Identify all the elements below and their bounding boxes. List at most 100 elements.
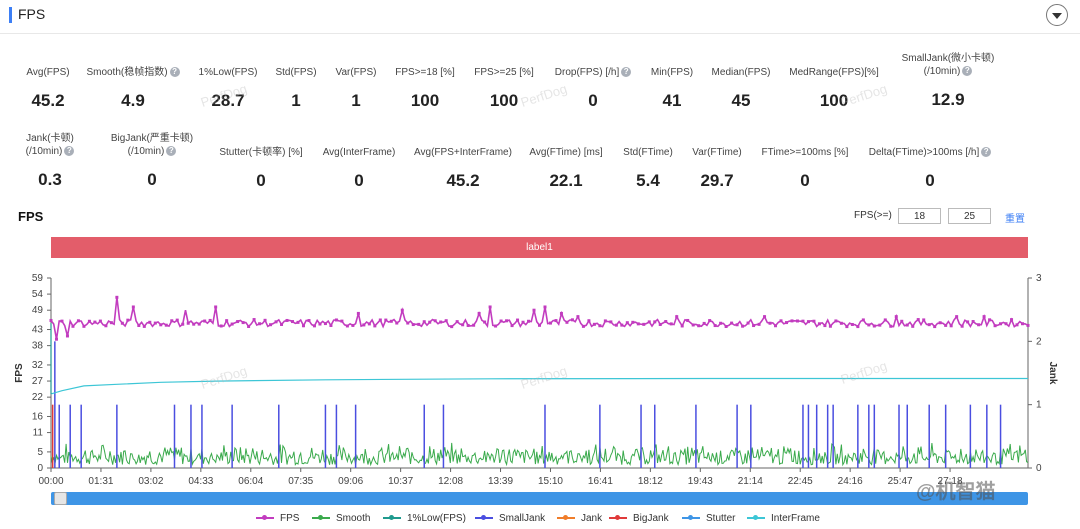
x-tick-label: 22:45 bbox=[788, 476, 813, 487]
fps-point bbox=[686, 318, 690, 322]
fps-point bbox=[65, 334, 69, 338]
fps-point bbox=[752, 324, 756, 328]
fps-point bbox=[340, 319, 344, 323]
legend-swatch-icon bbox=[747, 515, 765, 521]
fps-point bbox=[680, 324, 684, 328]
fps-point bbox=[554, 319, 558, 323]
fps-point bbox=[373, 324, 377, 328]
fps-threshold-1-input[interactable] bbox=[898, 208, 941, 224]
metric-value: 45 bbox=[731, 91, 751, 110]
fps-point bbox=[647, 320, 651, 324]
fps-point bbox=[636, 322, 640, 326]
fps-point bbox=[422, 320, 426, 324]
slider-handle[interactable] bbox=[54, 492, 67, 505]
metric-metrics_row1-8: Min(FPS) 41 bbox=[602, 66, 742, 111]
fps-point bbox=[280, 322, 284, 326]
fps-point bbox=[510, 324, 514, 328]
x-tick-label: 19:43 bbox=[688, 476, 713, 487]
fps-point bbox=[345, 324, 349, 328]
help-icon[interactable]: ? bbox=[166, 146, 177, 157]
fps-point bbox=[98, 319, 102, 323]
metric-value: 0 bbox=[354, 171, 364, 190]
fps-threshold-2-input[interactable] bbox=[948, 208, 991, 224]
fps-point bbox=[559, 311, 563, 315]
chart-title: FPS bbox=[18, 209, 44, 224]
fps-point bbox=[494, 324, 498, 328]
interframe-series-line bbox=[50, 377, 1028, 395]
metric-metrics_row2-7: Var(FTime) 29.7 bbox=[647, 146, 787, 191]
metric-metrics_row2-5: Avg(FTime) [ms] 22.1 bbox=[496, 146, 636, 191]
fps-point bbox=[186, 321, 190, 325]
legend-item-fps[interactable]: FPS bbox=[256, 513, 299, 524]
metric-metrics_row2-0: Jank(卡顿) (/10min)? 0.3 bbox=[0, 132, 120, 190]
fps-point bbox=[318, 322, 322, 326]
legend-item-interframe[interactable]: InterFrame bbox=[747, 513, 820, 524]
legend-item-jank[interactable]: Jank bbox=[557, 513, 602, 524]
x-tick-label: 16:41 bbox=[588, 476, 613, 487]
fps-point bbox=[763, 315, 767, 319]
x-tick-label: 13:39 bbox=[488, 476, 513, 487]
fps-point bbox=[719, 321, 723, 325]
source-mark: @机智猫 bbox=[916, 481, 996, 503]
x-tick-label: 21:14 bbox=[738, 476, 763, 487]
fps-point bbox=[378, 318, 382, 322]
metric-label: Avg(FTime) [ms] bbox=[529, 147, 603, 158]
fps-point bbox=[905, 323, 909, 327]
collapse-chevron-icon[interactable] bbox=[1046, 4, 1068, 26]
fps-point bbox=[971, 320, 975, 324]
fps-point bbox=[356, 311, 360, 315]
legend-item-bigjank[interactable]: BigJank bbox=[609, 513, 669, 524]
legend-item-smalljank[interactable]: SmallJank bbox=[475, 513, 545, 524]
metric-value: 0 bbox=[588, 91, 598, 110]
header-accent-bar bbox=[9, 7, 12, 23]
help-icon[interactable]: ? bbox=[962, 66, 973, 77]
metric-label: MedRange(FPS)[%] bbox=[789, 67, 879, 78]
legend-label: BigJank bbox=[633, 513, 669, 524]
legend-item-stutter[interactable]: Stutter bbox=[682, 513, 735, 524]
metric-label: Avg(InterFrame) bbox=[322, 147, 396, 158]
fps-point bbox=[812, 319, 816, 323]
metric-metrics_row2-1: BigJank(严重卡顿) (/10min)? 0 bbox=[82, 132, 222, 190]
fps-point bbox=[839, 321, 843, 325]
legend-swatch-icon bbox=[609, 515, 627, 521]
fps-point bbox=[214, 305, 218, 309]
y-tick-label: 43 bbox=[32, 325, 44, 336]
fps-point bbox=[631, 320, 635, 324]
timeline-slider[interactable] bbox=[51, 492, 1028, 505]
legend-item-1-low-fps-[interactable]: 1%Low(FPS) bbox=[383, 513, 466, 524]
fps-point bbox=[82, 324, 86, 328]
metric-label-unit: (/10min)? bbox=[878, 65, 1018, 78]
metric-metrics_row1-6: FPS>=25 [%] 100 bbox=[434, 66, 574, 111]
metric-value: 0 bbox=[256, 171, 266, 190]
metric-label: Stutter(卡顿率) [%] bbox=[219, 147, 303, 158]
x-tick-label: 25:47 bbox=[888, 476, 913, 487]
legend-label: Smooth bbox=[336, 513, 371, 524]
reset-button[interactable]: 重置 bbox=[1005, 214, 1025, 225]
metric-value: 0 bbox=[800, 171, 810, 190]
y2-tick-label: 2 bbox=[1036, 336, 1042, 347]
y-tick-label: 11 bbox=[33, 428, 44, 439]
y2-tick-label: 1 bbox=[1036, 400, 1042, 411]
label-band[interactable]: label1 bbox=[51, 237, 1028, 258]
fps-point bbox=[367, 322, 371, 326]
fps-point bbox=[845, 325, 849, 329]
fps-point bbox=[581, 324, 585, 328]
help-icon[interactable]: ? bbox=[621, 67, 632, 78]
help-icon[interactable]: ? bbox=[64, 146, 75, 157]
metric-value: 100 bbox=[410, 91, 440, 110]
fps-point bbox=[505, 319, 509, 323]
metric-metrics_row2-8: FTime>=100ms [%] 0 bbox=[735, 146, 875, 191]
help-icon[interactable]: ? bbox=[981, 147, 992, 158]
fps-point bbox=[120, 321, 124, 325]
legend-swatch-icon bbox=[475, 515, 493, 521]
fps-point bbox=[955, 315, 959, 319]
legend-label: InterFrame bbox=[771, 513, 820, 524]
legend-item-smooth[interactable]: Smooth bbox=[312, 513, 370, 524]
help-icon[interactable]: ? bbox=[169, 67, 180, 78]
fps-point bbox=[988, 318, 992, 322]
metric-metrics_row1-3: Std(FPS) 1 bbox=[226, 66, 366, 111]
fps-point bbox=[664, 320, 668, 324]
fps-point bbox=[1021, 322, 1025, 326]
fps-point bbox=[779, 319, 783, 323]
metric-label: SmallJank(微小卡顿) bbox=[901, 53, 995, 64]
